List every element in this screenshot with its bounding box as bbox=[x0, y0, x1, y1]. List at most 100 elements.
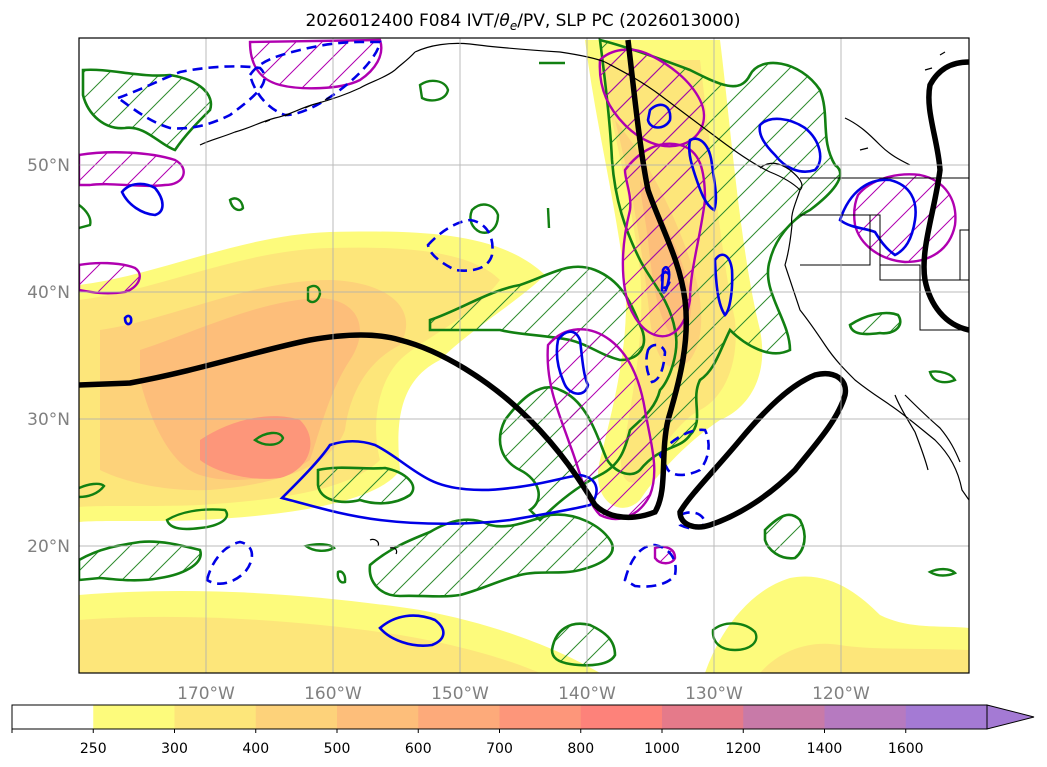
colorbar-segment bbox=[255, 705, 338, 729]
blue-dashed-north-1 bbox=[115, 65, 266, 130]
theta-e-contour-15 bbox=[546, 207, 551, 229]
theta-e-region-mid-pacific bbox=[316, 466, 415, 505]
pv-region-north-1 bbox=[248, 38, 383, 90]
colorbar-segment bbox=[743, 705, 825, 729]
colorbar-tick-label: 1200 bbox=[725, 741, 761, 757]
theta-e-outlines bbox=[79, 61, 958, 652]
blue-solid-small bbox=[123, 314, 133, 326]
blue-solid-central bbox=[555, 330, 590, 395]
map-panel bbox=[79, 38, 969, 673]
colorbar-segment bbox=[418, 705, 500, 729]
theta-e-contour-4 bbox=[79, 204, 92, 230]
colorbar-segment bbox=[337, 705, 419, 729]
coast-hawaii bbox=[369, 538, 398, 555]
lon-label-140w: 140°W bbox=[558, 684, 616, 704]
colorbar-segments bbox=[12, 705, 988, 729]
blue-dashed-south-2 bbox=[623, 543, 677, 588]
blue-solid-pacific bbox=[646, 103, 672, 129]
colorbar-tick-label: 600 bbox=[405, 741, 432, 757]
theta-e-contour-3 bbox=[228, 197, 245, 212]
theta-e-region-southeast bbox=[763, 513, 806, 560]
pv-region-west-1 bbox=[79, 151, 185, 188]
map-frame bbox=[78, 37, 970, 674]
theta-e-region-aleutian bbox=[81, 68, 213, 152]
colorbar: 250 300 400 500 600 700 800 1000 1200 1400 1600 bbox=[11, 704, 1035, 757]
coast-alaska-gulf bbox=[414, 42, 606, 63]
theta-e-contour-1 bbox=[418, 79, 450, 102]
ivt-band-southeast-300 bbox=[760, 643, 969, 673]
theta-e-region-southwest bbox=[79, 540, 202, 582]
blue-dashed-coast bbox=[645, 343, 667, 384]
blue-solid-east bbox=[838, 178, 917, 257]
lon-label-170w: 170°W bbox=[177, 684, 235, 704]
theta-e-region-south-band bbox=[368, 513, 614, 598]
blue-dashed-coast-2 bbox=[660, 271, 672, 289]
coast-north-america bbox=[604, 61, 969, 501]
blue-solid-gyre bbox=[279, 439, 598, 526]
colorbar-tick-label: 300 bbox=[161, 741, 188, 757]
slp-contour-secondary bbox=[677, 371, 849, 530]
lon-label-160w: 160°W bbox=[304, 684, 362, 704]
ivt-band-subtropical-600 bbox=[200, 416, 311, 479]
lat-label-40: 40°N bbox=[27, 283, 70, 303]
colorbar-segment bbox=[905, 705, 988, 729]
figure-title: 2026012400 F084 IVT/θe/PV, SLP PC (20260… bbox=[305, 11, 740, 33]
theta-e-contour-13 bbox=[928, 370, 957, 384]
colorbar-ticks: 250 300 400 500 600 700 800 1000 1200 1400 1600 bbox=[11, 729, 924, 757]
coast-aleutians bbox=[264, 96, 331, 123]
theta-e-contour-10 bbox=[336, 570, 347, 584]
graticule bbox=[79, 38, 969, 673]
colorbar-segment bbox=[499, 705, 582, 729]
pv-region-south bbox=[653, 545, 677, 565]
lat-label-20: 20°N bbox=[27, 537, 70, 557]
theta-e-region-south bbox=[550, 622, 617, 667]
coastlines bbox=[199, 42, 969, 555]
colorbar-tick-label: 1400 bbox=[807, 741, 843, 757]
colorbar-segment bbox=[580, 705, 663, 729]
slp-contour-east bbox=[921, 59, 969, 333]
slp-contour-main bbox=[79, 39, 690, 521]
pv-region-central bbox=[546, 328, 656, 521]
colorbar-tick-label: 800 bbox=[567, 741, 594, 757]
theta-e-contour-6 bbox=[252, 431, 285, 446]
colorbar-tick-label: 400 bbox=[242, 741, 269, 757]
lat-label-50: 50°N bbox=[27, 156, 70, 176]
lon-label-130w: 130°W bbox=[685, 684, 743, 704]
theta-e-contour-9 bbox=[303, 543, 337, 552]
lon-label-120w: 120°W bbox=[812, 684, 870, 704]
coast-baja bbox=[894, 394, 929, 471]
lat-label-30: 30°N bbox=[27, 410, 70, 430]
blue-solid-coast-2 bbox=[713, 253, 734, 318]
theta-e-contour-7 bbox=[79, 482, 106, 499]
theta-e-region-east bbox=[848, 311, 902, 336]
slp-pc-contours bbox=[79, 39, 969, 530]
coast-vancouver bbox=[759, 162, 803, 191]
theta-e-contour-12 bbox=[927, 567, 958, 577]
blue-dashed-south bbox=[658, 428, 710, 477]
colorbar-segment bbox=[824, 705, 907, 729]
pv-blue-dashed bbox=[115, 40, 710, 588]
colorbar-segment bbox=[174, 705, 257, 729]
ivt-band-south-300 bbox=[79, 616, 540, 673]
borders bbox=[800, 177, 969, 331]
blue-dashed-south-3 bbox=[678, 511, 707, 530]
colorbar-extend-arrow bbox=[986, 704, 1035, 730]
lon-label-150w: 150°W bbox=[431, 684, 489, 704]
border-states bbox=[800, 214, 969, 331]
colorbar-segment bbox=[93, 705, 175, 729]
pv-region-west-2 bbox=[79, 261, 141, 295]
colorbar-tick-label: 1000 bbox=[644, 741, 680, 757]
blue-solid-north bbox=[758, 117, 822, 173]
coast-islands bbox=[859, 51, 946, 151]
blue-solid-south bbox=[378, 614, 445, 647]
theta-e-contour-5 bbox=[306, 284, 322, 304]
blue-dashed-central bbox=[426, 218, 494, 272]
theta-e-contour-11 bbox=[711, 622, 758, 652]
coast-bc bbox=[844, 117, 911, 166]
colorbar-tick-label: 1600 bbox=[888, 741, 924, 757]
colorbar-segment bbox=[662, 705, 744, 729]
colorbar-tick-label: 700 bbox=[486, 741, 513, 757]
theta-e-contour-8 bbox=[165, 508, 229, 531]
